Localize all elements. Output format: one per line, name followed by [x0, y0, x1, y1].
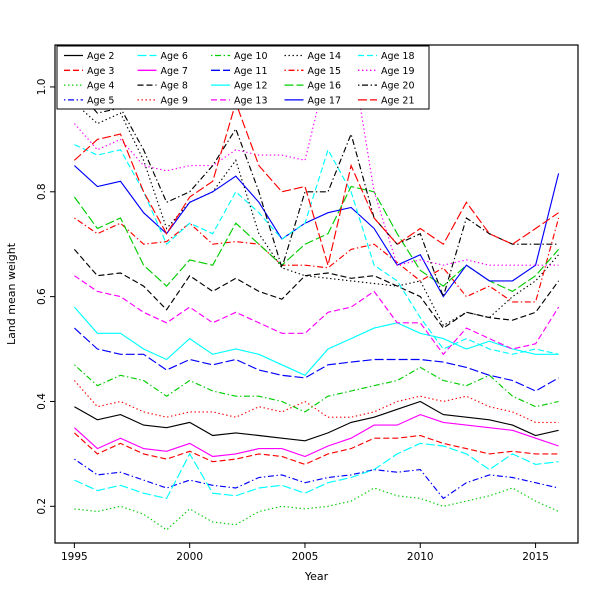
x-tick-label: 2005 [292, 551, 319, 563]
series-line-age-19 [73, 49, 559, 266]
y-axis-title: Land mean weight [5, 242, 18, 345]
legend-label: Age 10 [234, 51, 267, 62]
series-line-age-16 [73, 185, 560, 293]
y-tick-label: 0.2 [36, 498, 48, 515]
legend-label: Age 5 [87, 95, 114, 106]
series-lines [73, 49, 560, 531]
legend-item: Age 11 [211, 66, 267, 77]
series-line-age-9 [73, 380, 559, 423]
legend: Age 2 Age 3 Age 4 Age 5 Age 6 Age 7 Age 8 Age 9… [56, 45, 430, 110]
x-axis-title: Year [304, 570, 329, 583]
legend-item: Age 21 [358, 95, 414, 106]
legend-item: Age 14 [284, 51, 341, 62]
legend-item: Age 12 [211, 81, 267, 92]
legend-item: Age 8 [137, 81, 188, 92]
legend-item: Age 10 [211, 51, 267, 62]
y-tick-label: 1.0 [36, 79, 48, 96]
legend-item: Age 5 [64, 95, 114, 106]
legend-label: Age 13 [234, 95, 267, 106]
x-tick-label: 2000 [176, 551, 203, 563]
series-line-age-5 [74, 458, 559, 500]
legend-label: Age 18 [381, 51, 414, 62]
legend-label: Age 20 [381, 81, 414, 92]
legend-item: Age 6 [137, 51, 188, 62]
legend-label: Age 4 [87, 81, 114, 92]
legend-label: Age 19 [381, 66, 414, 77]
legend-item: Age 19 [358, 66, 414, 77]
series-line-age-21 [74, 100, 559, 268]
legend-item: Age 16 [284, 81, 341, 92]
y-tick-label: 0.8 [36, 183, 48, 200]
legend-label: Age 9 [161, 95, 188, 106]
series-line-age-17 [74, 165, 560, 298]
series-line-age-11 [74, 327, 559, 392]
series-line-age-4 [74, 487, 559, 531]
legend-label: Age 12 [234, 81, 267, 92]
legend-item: Age 7 [137, 66, 188, 77]
legend-label: Age 16 [308, 81, 341, 92]
legend-item: Age 4 [64, 81, 114, 92]
legend-label: Age 6 [161, 51, 188, 62]
series-line-age-7 [74, 413, 559, 458]
legend-item: Age 20 [358, 81, 414, 92]
series-line-age-2 [74, 400, 559, 442]
series-line-age-15 [74, 217, 560, 303]
y-tick-label: 0.4 [36, 393, 48, 410]
series-line-age-18 [74, 144, 559, 355]
x-tick-label: 2015 [522, 551, 549, 563]
x-tick-label: 2010 [407, 551, 434, 563]
legend-label: Age 14 [308, 51, 341, 62]
legend-item: Age 18 [358, 51, 414, 62]
series-line-age-10 [74, 364, 559, 413]
y-tick-label: 0.6 [36, 288, 48, 305]
series-line-age-3 [74, 432, 559, 466]
series-line-age-8 [73, 249, 560, 329]
legend-item: Age 13 [211, 95, 267, 106]
legend-item: Age 3 [64, 66, 114, 77]
legend-label: Age 15 [308, 66, 341, 77]
legend-label: Age 7 [161, 66, 188, 77]
series-line-age-6 [74, 442, 559, 500]
legend-item: Age 9 [137, 95, 188, 106]
x-tick-label: 1995 [61, 551, 88, 563]
legend-label: Age 17 [308, 95, 341, 106]
legend-label: Age 8 [161, 81, 188, 92]
plot-box [54, 44, 579, 544]
legend-label: Age 2 [87, 51, 114, 62]
series-line-age-13 [74, 275, 560, 356]
legend-item: Age 17 [284, 95, 341, 106]
legend-box [56, 45, 430, 110]
legend-item: Age 2 [64, 51, 114, 62]
series-line-age-12 [73, 306, 559, 377]
legend-label: Age 11 [234, 66, 267, 77]
series-line-age-20 [73, 86, 559, 299]
legend-item: Age 15 [284, 66, 341, 77]
legend-label: Age 21 [381, 95, 414, 106]
series-line-age-14 [74, 102, 560, 327]
legend-label: Age 3 [87, 66, 114, 77]
